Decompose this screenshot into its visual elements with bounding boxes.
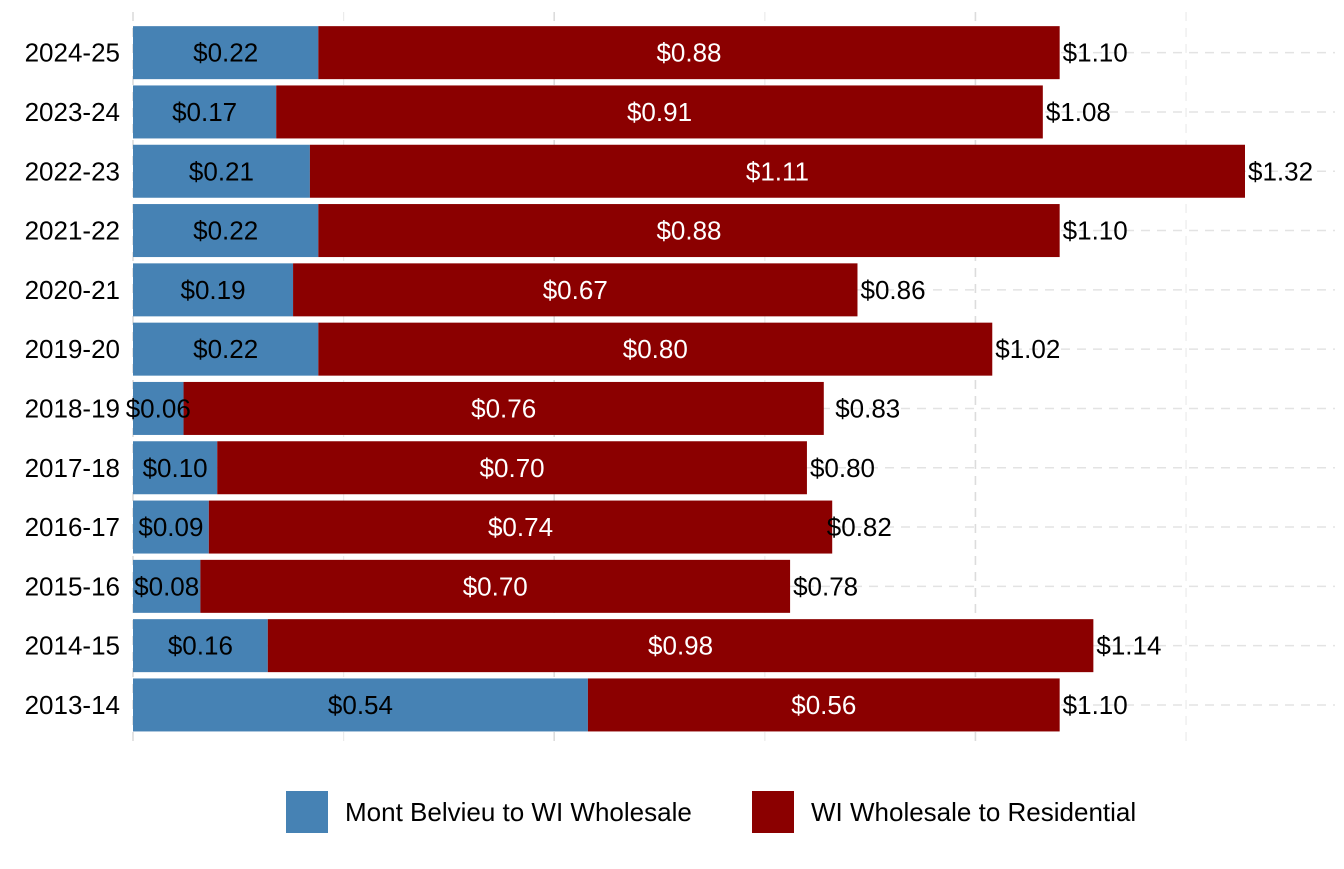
y-tick-label: 2019-20: [25, 334, 120, 364]
segment-value-label: $0.76: [471, 393, 536, 423]
bar-segment-wi-residential: [318, 26, 1060, 80]
y-tick-label: 2021-22: [25, 216, 120, 246]
segment-value-label: $0.17: [172, 97, 237, 127]
segment-value-label: $0.80: [623, 334, 688, 364]
bar-segment-mont-belvieu: [133, 441, 218, 495]
legend-label: Mont Belvieu to WI Wholesale: [345, 797, 692, 827]
total-value-label: $1.08: [1046, 97, 1111, 127]
bar-segment-wi-residential: [183, 381, 824, 435]
bar-segment-mont-belvieu: [133, 144, 310, 198]
y-tick-label: 2015-16: [25, 571, 120, 601]
total-value-label: $1.14: [1096, 631, 1161, 661]
segment-value-label: $0.70: [480, 453, 545, 483]
total-value-label: $0.83: [835, 393, 900, 423]
bars-layer: [133, 26, 1246, 732]
bar-segment-wi-residential: [293, 263, 858, 317]
segment-value-label: $0.88: [656, 38, 721, 68]
bar-segment-mont-belvieu: [133, 500, 209, 554]
segment-value-label: $0.06: [126, 393, 191, 423]
bar-segment-wi-residential: [267, 619, 1094, 673]
bar-segment-wi-residential: [200, 559, 791, 613]
total-value-label: $1.10: [1063, 216, 1128, 246]
y-tick-label: 2016-17: [25, 512, 120, 542]
segment-value-label: $0.56: [791, 690, 856, 720]
segment-value-label: $0.09: [138, 512, 203, 542]
legend-swatch-wi-residential: [752, 791, 794, 833]
segment-value-label: $0.70: [463, 571, 528, 601]
y-tick-label: 2018-19: [25, 393, 120, 423]
bar-segment-mont-belvieu: [133, 204, 319, 258]
bar-segment-wi-residential: [217, 441, 807, 495]
bar-segment-wi-residential: [587, 678, 1060, 732]
bar-segment-mont-belvieu: [133, 322, 319, 376]
bar-segment-mont-belvieu: [133, 26, 319, 80]
y-tick-label: 2022-23: [25, 156, 120, 186]
segment-value-label: $0.54: [328, 690, 393, 720]
segment-value-label: $0.22: [193, 334, 258, 364]
total-value-label: $0.86: [860, 275, 925, 305]
bar-segment-wi-residential: [318, 204, 1060, 258]
y-axis: 2024-25 2023-24 2022-23 2021-22 2020-21 2019-…: [25, 38, 120, 720]
y-tick-label: 2014-15: [25, 631, 120, 661]
bar-segment-mont-belvieu: [133, 263, 294, 317]
legend: Mont Belvieu to WI Wholesale WI Wholesale…: [286, 791, 1136, 833]
segment-value-label: $0.22: [193, 216, 258, 246]
segment-value-label: $0.67: [543, 275, 608, 305]
segment-value-label: $0.19: [180, 275, 245, 305]
total-value-label: $1.02: [995, 334, 1060, 364]
segment-value-label: $0.88: [656, 216, 721, 246]
total-value-label: $0.80: [810, 453, 875, 483]
y-tick-label: 2020-21: [25, 275, 120, 305]
bar-segment-mont-belvieu: [133, 381, 184, 435]
segment-value-label: $1.11: [746, 156, 809, 186]
segment-value-label: $0.10: [143, 453, 208, 483]
segment-value-label: $0.98: [648, 631, 713, 661]
bar-segment-mont-belvieu: [133, 85, 277, 139]
bar-segment-mont-belvieu: [133, 678, 588, 732]
total-value-label: $0.78: [793, 571, 858, 601]
y-tick-label: 2017-18: [25, 453, 120, 483]
bar-segment-wi-residential: [276, 85, 1043, 139]
bar-segment-wi-residential: [208, 500, 833, 554]
labels-layer: $0.22 $0.88 $1.10 $0.17 $0.91 $1.08 $0.21 $1.11…: [126, 38, 1313, 720]
segment-value-label: $0.74: [488, 512, 553, 542]
y-tick-label: 2024-25: [25, 38, 120, 68]
total-value-label: $1.10: [1063, 38, 1128, 68]
legend-label: WI Wholesale to Residential: [811, 797, 1136, 827]
segment-value-label: $0.91: [627, 97, 692, 127]
segment-value-label: $0.16: [168, 631, 233, 661]
bar-segment-wi-residential: [318, 322, 993, 376]
legend-swatch-mont-belvieu: [286, 791, 328, 833]
segment-value-label: $0.21: [189, 156, 254, 186]
total-value-label: $1.32: [1248, 156, 1313, 186]
bar-segment-mont-belvieu: [133, 619, 268, 673]
y-tick-label: 2013-14: [25, 690, 120, 720]
bar-segment-mont-belvieu: [133, 559, 201, 613]
y-tick-label: 2023-24: [25, 97, 120, 127]
segment-value-label: $0.22: [193, 38, 258, 68]
total-value-label: $0.82: [827, 512, 892, 542]
total-value-label: $1.10: [1063, 690, 1128, 720]
bar-segment-wi-residential: [309, 144, 1246, 198]
segment-value-label: $0.08: [134, 571, 199, 601]
